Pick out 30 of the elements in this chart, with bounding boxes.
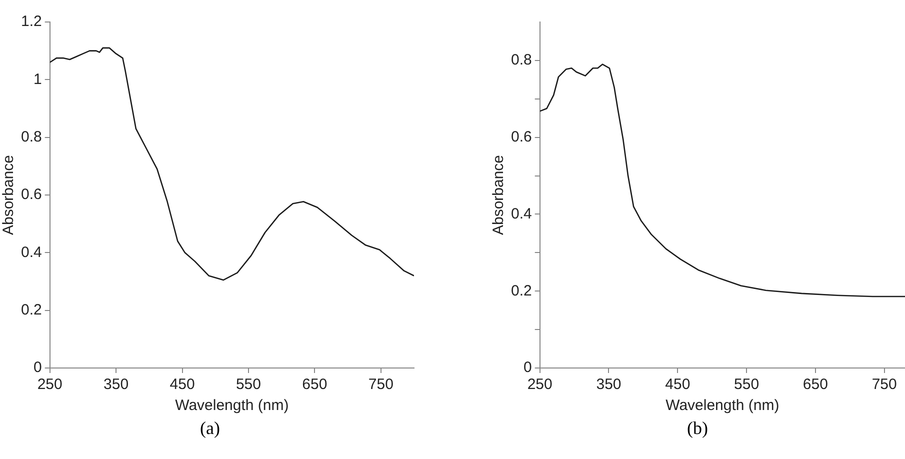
x-tick-label: 450 — [170, 376, 195, 394]
y-tick-label: 1 — [34, 70, 42, 88]
y-axis-title: Absorbance — [0, 154, 18, 236]
y-tick-label: 0.2 — [510, 282, 532, 300]
text: (b) — [686, 418, 709, 439]
x-tick-label: 750 — [368, 376, 394, 394]
y-tick-label: 0.8 — [20, 128, 42, 146]
y-tick-label: 0.8 — [510, 52, 532, 69]
x-tick-label: 550 — [734, 376, 760, 394]
y-tick-label: 0 — [524, 359, 532, 376]
y-axis-title: Absorbance — [490, 154, 508, 236]
x-tick-label: 550 — [236, 376, 261, 394]
text: (a) — [199, 418, 221, 439]
x-tick-label: 650 — [802, 376, 828, 394]
x-tick-label: 250 — [527, 376, 552, 394]
x-tick-label: 650 — [302, 376, 328, 394]
x-axis-title: Wavelength (nm) — [666, 397, 780, 414]
x-tick-label: 350 — [596, 376, 622, 394]
x-tick-label: 350 — [104, 376, 129, 394]
x-axis-title: Wavelength (nm) — [175, 397, 289, 414]
y-tick-label: 0.6 — [510, 128, 532, 146]
x-tick-label: 750 — [872, 376, 897, 394]
y-tick-label: 0.4 — [510, 205, 532, 222]
y-tick-label: 0.2 — [20, 301, 42, 318]
y-tick-label: 0.4 — [20, 244, 42, 261]
x-tick-label: 450 — [665, 376, 690, 394]
x-tick-label: 250 — [37, 376, 62, 394]
y-tick-label: 0.6 — [20, 186, 42, 204]
y-tick-label: 0 — [34, 359, 42, 376]
y-tick-label: 1.2 — [20, 13, 42, 30]
